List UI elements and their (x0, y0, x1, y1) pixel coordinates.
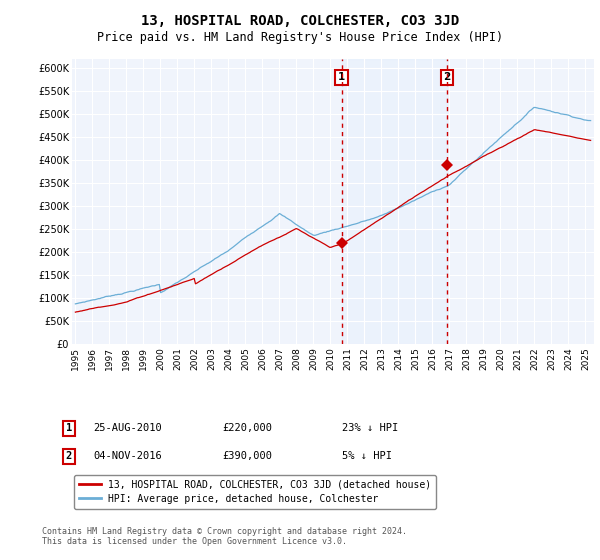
Bar (341, 59, 447, 344)
Text: Contains HM Land Registry data © Crown copyright and database right 2024.
This d: Contains HM Land Registry data © Crown c… (42, 526, 407, 546)
Text: Price paid vs. HM Land Registry's House Price Index (HPI): Price paid vs. HM Land Registry's House … (97, 31, 503, 44)
Legend: 13, HOSPITAL ROAD, COLCHESTER, CO3 3JD (detached house), HPI: Average price, det: 13, HOSPITAL ROAD, COLCHESTER, CO3 3JD (… (74, 475, 436, 508)
Text: 04-NOV-2016: 04-NOV-2016 (93, 451, 162, 461)
Text: 13, HOSPITAL ROAD, COLCHESTER, CO3 3JD: 13, HOSPITAL ROAD, COLCHESTER, CO3 3JD (141, 14, 459, 28)
Text: 1: 1 (338, 72, 345, 82)
Text: £220,000: £220,000 (222, 423, 272, 433)
Text: 1: 1 (66, 423, 72, 433)
Text: 2: 2 (66, 451, 72, 461)
Text: 2: 2 (443, 72, 451, 82)
Text: 5% ↓ HPI: 5% ↓ HPI (342, 451, 392, 461)
Text: £390,000: £390,000 (222, 451, 272, 461)
Text: 25-AUG-2010: 25-AUG-2010 (93, 423, 162, 433)
Text: 23% ↓ HPI: 23% ↓ HPI (342, 423, 398, 433)
